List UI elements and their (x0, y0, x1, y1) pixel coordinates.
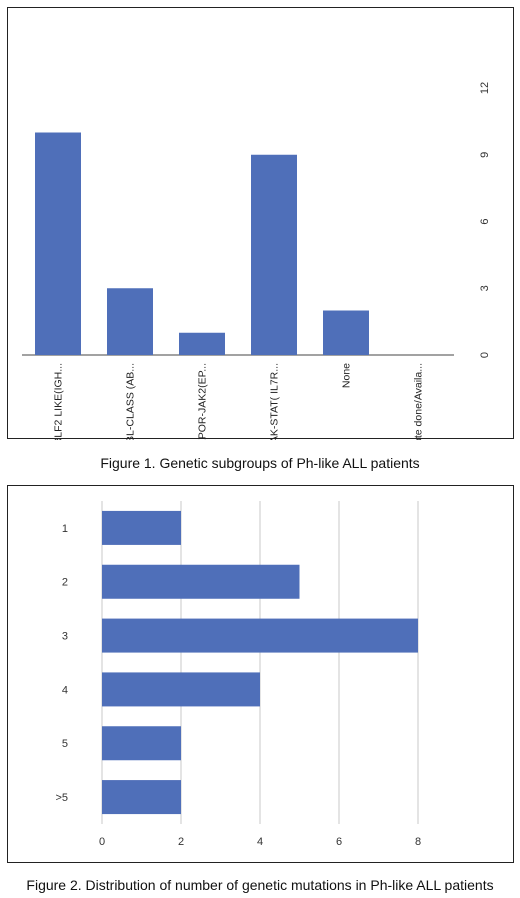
category-label: 3 (62, 630, 68, 642)
bar (179, 332, 225, 355)
category-label: JAK-STAT( IL7R... (269, 363, 281, 440)
bar (107, 288, 153, 355)
category-label: 4 (62, 684, 68, 696)
figure1-panel: 0 3 6 9 12 CRLF2 LIKE(IGH... ABL-CLASS (AB... E… (7, 7, 514, 440)
figure2-caption: Figure 2. Distribution of number of gene… (26, 877, 494, 893)
figure2-bar-chart: 0 2 4 6 8 1 2 3 4 5 >5 (55, 501, 421, 848)
y-tick-label: 9 (479, 152, 491, 158)
category-label: None (341, 363, 353, 388)
category-label: 1 (62, 523, 68, 535)
y-tick-label: 0 (479, 352, 491, 358)
bar (323, 310, 369, 355)
figure2-panel: 0 2 4 6 8 1 2 3 4 5 >5 (7, 485, 514, 863)
category-label: >5 (55, 792, 68, 804)
bar (251, 154, 297, 355)
x-tick-label: 2 (178, 836, 184, 848)
bar (102, 780, 181, 815)
y-tick-label: 3 (479, 285, 491, 291)
y-tick-label: 12 (479, 82, 491, 94)
x-tick-label: 0 (99, 836, 105, 848)
bar (102, 618, 418, 653)
category-label: EPOR-JAK2(EP... (197, 363, 209, 440)
bar (35, 132, 81, 355)
category-label: CRLF2 LIKE(IGH... (53, 363, 65, 440)
figure1-caption: Figure 1. Genetic subgroups of Ph-like A… (100, 455, 420, 471)
category-label: Note done/Availa... (413, 363, 425, 440)
x-tick-label: 8 (415, 836, 421, 848)
x-tick-label: 6 (336, 836, 342, 848)
x-tick-label: 4 (257, 836, 263, 848)
bar (102, 510, 181, 545)
category-label: 2 (62, 577, 68, 589)
category-label: ABL-CLASS (AB... (125, 363, 137, 440)
category-label: 5 (62, 738, 68, 750)
bar (102, 564, 300, 599)
figure1-bar-chart: 0 3 6 9 12 CRLF2 LIKE(IGH... ABL-CLASS (AB... E… (22, 82, 491, 440)
bar (102, 672, 260, 707)
bar (102, 726, 181, 761)
y-tick-label: 6 (479, 218, 491, 224)
